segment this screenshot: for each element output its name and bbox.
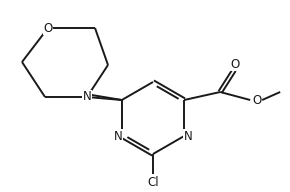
- Text: O: O: [231, 57, 240, 70]
- Text: Cl: Cl: [147, 176, 159, 190]
- Text: O: O: [44, 22, 52, 35]
- Text: N: N: [83, 90, 91, 103]
- Text: O: O: [253, 94, 262, 107]
- Text: N: N: [113, 129, 122, 142]
- Text: N: N: [184, 129, 193, 142]
